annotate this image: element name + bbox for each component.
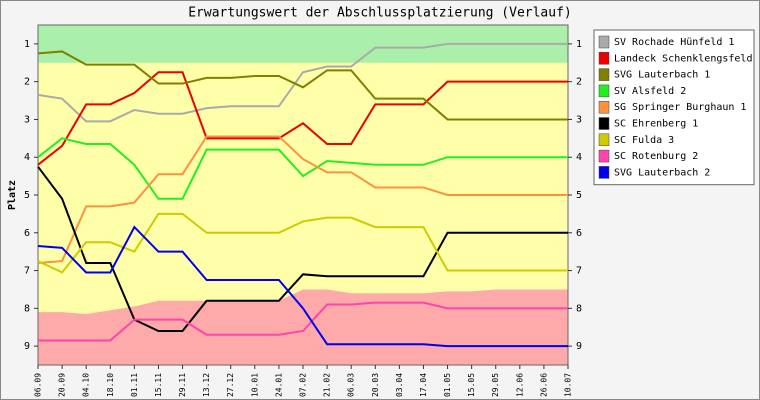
y-tick-label: 3 <box>24 114 30 125</box>
legend-label: SC Rotenburg 2 <box>614 151 698 162</box>
x-tick-label: 07.02 <box>299 373 308 397</box>
y-tick-label: 9 <box>24 341 30 352</box>
series-line <box>37 71 568 166</box>
series-line <box>37 137 568 200</box>
legend-swatch <box>598 133 610 147</box>
x-tick-label: 03.04 <box>395 373 404 397</box>
y-tick-label: 8 <box>24 303 30 314</box>
x-tick-label: 15.05 <box>467 373 476 397</box>
x-tick-label: 20.09 <box>58 373 67 397</box>
legend-swatch <box>598 100 610 114</box>
series-line <box>37 166 568 332</box>
series-line <box>37 50 568 121</box>
legend-swatch <box>598 84 610 98</box>
y-tick-label: 7 <box>576 266 582 277</box>
legend-swatch <box>598 166 610 179</box>
legend-label: Landeck Schenklengsfeld <box>614 53 752 64</box>
x-tick-label: 18.10 <box>106 373 115 397</box>
y-tick-label: 6 <box>576 228 582 239</box>
series-line <box>37 225 568 348</box>
x-tick-label: 20.03 <box>371 373 380 397</box>
y-tick-label: 2 <box>576 77 582 88</box>
legend-label: SV Rochade Hünfeld 1 <box>614 37 734 48</box>
x-tick-label: 17.04 <box>419 373 428 397</box>
x-tick-label: 01.11 <box>130 373 139 397</box>
legend-swatch <box>598 149 610 163</box>
x-tick-label: 06.09 <box>34 373 43 397</box>
x-tick-label: 04.10 <box>82 373 91 397</box>
legend-label: SC Ehrenberg 1 <box>614 119 698 130</box>
legend-swatch <box>598 68 610 81</box>
x-tick-label: 27.12 <box>226 373 235 397</box>
y-tick-label: 8 <box>576 303 582 314</box>
y-tick-label: 1 <box>576 39 582 50</box>
legend-label: SVG Lauterbach 2 <box>614 167 710 178</box>
y-tick-label: 2 <box>24 77 30 88</box>
y-tick-label: 1 <box>24 39 30 50</box>
x-tick-label: 21.02 <box>323 373 332 397</box>
x-tick-label: 29.11 <box>178 373 187 397</box>
series-line <box>37 212 568 274</box>
y-tick-label: 5 <box>24 190 30 201</box>
x-tick-label: 06.03 <box>347 373 356 397</box>
x-tick-label: 26.06 <box>539 373 548 397</box>
legend-swatch <box>598 117 610 130</box>
legend-label: SG Springer Burghaun 1 <box>614 102 746 113</box>
y-tick-label: 3 <box>576 114 582 125</box>
y-tick-label: 6 <box>24 228 30 239</box>
x-tick-label: 10.07 <box>564 373 573 397</box>
legend-label: SV Alsfeld 2 <box>614 86 686 97</box>
x-tick-label: 01.05 <box>443 373 452 397</box>
y-axis-label: Platz <box>7 180 18 210</box>
series-line <box>37 135 568 264</box>
y-tick-label: 5 <box>576 190 582 201</box>
x-tick-label: 10.01 <box>250 373 259 397</box>
x-tick-label: 15.11 <box>154 373 163 397</box>
series-line <box>37 42 568 123</box>
legend-swatch <box>598 52 610 65</box>
legend-label: SVG Lauterbach 1 <box>614 70 710 81</box>
x-tick-label: 24.01 <box>274 373 283 397</box>
y-tick-label: 4 <box>576 152 582 163</box>
legend-swatch <box>598 35 610 49</box>
y-tick-label: 7 <box>24 266 30 277</box>
x-tick-label: 12.06 <box>515 373 524 397</box>
y-tick-label: 9 <box>576 341 582 352</box>
legend-label: SC Fulda 3 <box>614 135 674 146</box>
y-tick-label: 4 <box>24 152 30 163</box>
series-line <box>38 301 568 342</box>
x-tick-label: 13.12 <box>202 373 211 397</box>
chart-title: Erwartungswert der Abschlussplatzierung … <box>188 6 572 21</box>
legend-box <box>593 29 755 186</box>
x-tick-label: 29.05 <box>491 373 500 397</box>
